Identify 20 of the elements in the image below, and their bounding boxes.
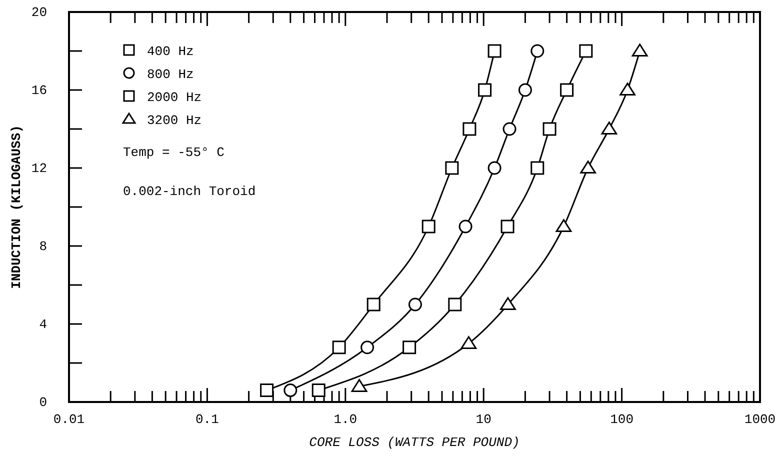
x-tick-label: 1000 bbox=[744, 412, 776, 428]
y-tick-label: 8 bbox=[39, 239, 47, 254]
y-tick-label: 20 bbox=[31, 5, 47, 20]
legend-label: 800 Hz bbox=[147, 67, 194, 82]
x-tick-label: 0.01 bbox=[53, 412, 85, 428]
x-tick-label: 0.1 bbox=[195, 412, 220, 428]
y-tick-label: 16 bbox=[31, 83, 47, 98]
legend-label: 2000 Hz bbox=[147, 90, 202, 105]
x-tick-label: 1.0 bbox=[334, 412, 358, 428]
y-tick-label: 0 bbox=[39, 395, 47, 410]
x-tick-label: 10 bbox=[476, 412, 492, 428]
annotation: 0.002-inch Toroid bbox=[123, 184, 256, 199]
x-tick-label: 100 bbox=[610, 412, 634, 428]
y-axis-title: INDUCTION (KILOGAUSS) bbox=[9, 125, 24, 289]
y-tick-label: 4 bbox=[39, 317, 48, 332]
x-axis-title: CORE LOSS (WATTS PER POUND) bbox=[309, 435, 520, 450]
annotation: Temp = -55° C bbox=[123, 145, 225, 160]
y-tick-label: 12 bbox=[31, 161, 47, 176]
legend-label: 3200 Hz bbox=[147, 113, 202, 128]
legend-label: 400 Hz bbox=[147, 44, 194, 59]
